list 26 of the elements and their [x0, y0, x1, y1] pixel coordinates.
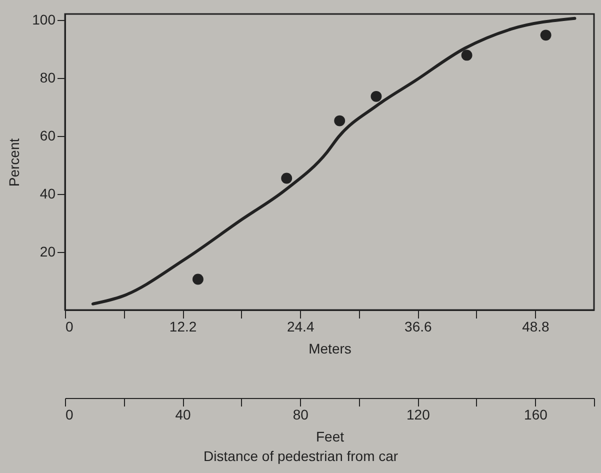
x2-tick-label: 0 — [66, 406, 74, 422]
x2-tick-label: 80 — [292, 406, 309, 422]
x-tick-label: 0 — [66, 318, 74, 334]
x2-tick-label: 160 — [524, 406, 548, 422]
point — [370, 90, 382, 102]
x-axis-title: Meters — [308, 340, 352, 356]
y-tick-label: 40 — [40, 185, 56, 202]
y-axis-title: Percent — [6, 138, 22, 187]
point — [192, 274, 204, 285]
y-tick-label: 60 — [40, 127, 56, 144]
line-series — [91, 16, 576, 306]
text: Distance of pedestrian from car — [204, 448, 398, 464]
y-tick-label: 20 — [40, 243, 56, 260]
x-tick-label: 12.2 — [169, 318, 197, 334]
y-tick-label: 80 — [40, 69, 56, 86]
point — [540, 30, 552, 41]
x2-tick-label: 40 — [175, 406, 192, 422]
x2-tick-label: 120 — [406, 406, 430, 422]
x-tick-label: 24.4 — [286, 318, 314, 334]
x2-axis-title: Feet — [316, 428, 344, 444]
x-tick-label: 48.8 — [522, 318, 550, 334]
point — [334, 115, 346, 126]
y-tick-label: 100 — [32, 11, 56, 28]
x-tick-label: 36.6 — [404, 318, 432, 334]
point — [461, 50, 472, 61]
point — [281, 172, 292, 184]
